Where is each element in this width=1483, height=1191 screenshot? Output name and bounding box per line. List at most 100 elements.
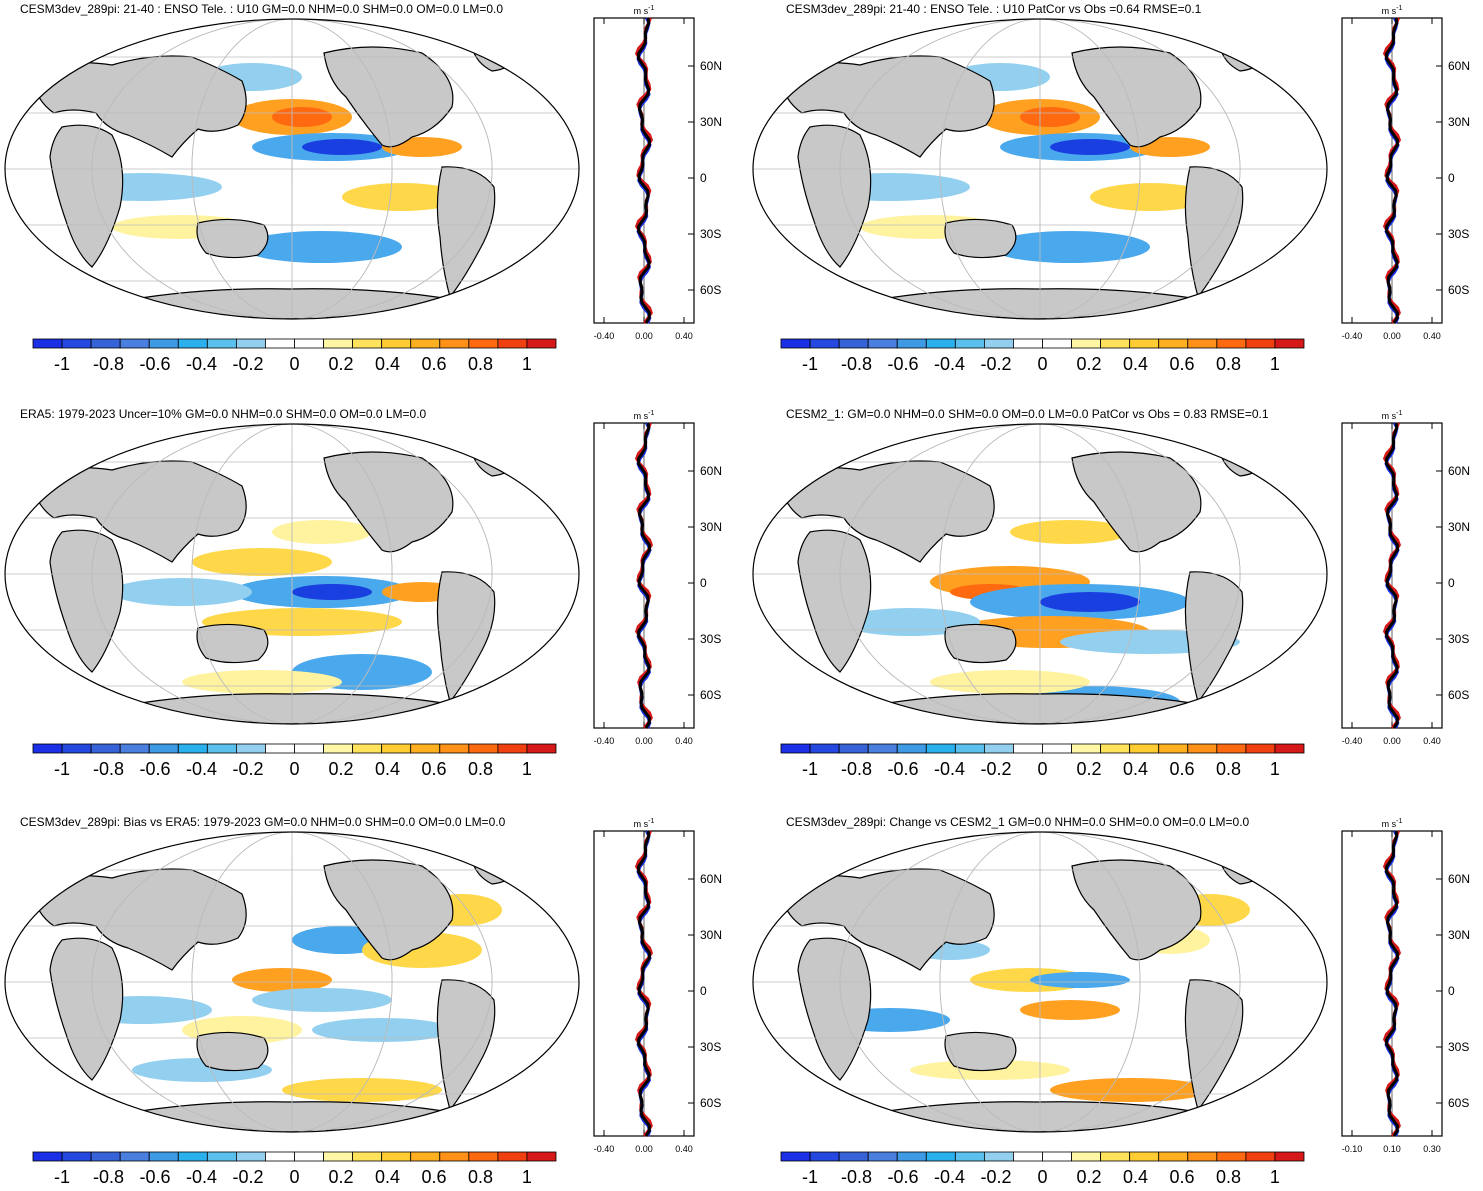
anomaly-patch (930, 670, 1090, 694)
colorbar-swatch (810, 339, 839, 348)
anomaly-patch (272, 520, 372, 544)
colorbar-label: 0 (289, 759, 299, 779)
colorbar-swatch (1188, 744, 1217, 753)
colorbar-label: 1 (1270, 759, 1280, 779)
colorbar-swatch (207, 339, 236, 348)
colorbar-swatch (781, 339, 810, 348)
latitude-label: 60S (700, 283, 721, 297)
colorbar-swatch (1101, 339, 1130, 348)
colorbar-swatch (440, 1152, 469, 1161)
colorbar-swatch (353, 339, 382, 348)
colorbar-label: 0.2 (328, 1167, 353, 1187)
colorbar-swatch (1043, 1152, 1072, 1161)
latitude-label: 30S (700, 632, 721, 646)
colorbar-swatch (955, 339, 984, 348)
colorbar-swatch (295, 339, 324, 348)
latitude-label: 30N (700, 115, 722, 129)
x-tick-label: 0.40 (1423, 736, 1441, 746)
colorbar-swatch (382, 744, 411, 753)
colorbar-swatch (1217, 339, 1246, 348)
anomaly-patch (252, 988, 392, 1012)
colorbar-swatch (926, 339, 955, 348)
colorbar-label: -0.6 (888, 1167, 919, 1187)
colorbar-swatch (149, 744, 178, 753)
colorbar-label: -0.4 (186, 1167, 217, 1187)
x-tick-label: 0.00 (635, 1144, 653, 1154)
colorbar-swatch (469, 339, 498, 348)
global-map (2, 422, 582, 727)
colorbar-swatch (984, 744, 1013, 753)
colorbar-swatch (897, 339, 926, 348)
x-tick-label: 0.40 (675, 736, 693, 746)
colorbar-swatch (33, 744, 62, 753)
latitude-label: 30N (1448, 520, 1470, 534)
colorbar-swatch (1275, 744, 1304, 753)
colorbar-swatch (33, 1152, 62, 1161)
latitude-label: 60S (1448, 688, 1469, 702)
latitude-label: 30S (700, 1040, 721, 1054)
panel-title: CESM3dev_289pi: Change vs CESM2_1 GM=0.0… (786, 815, 1249, 829)
units-superscript: -1 (648, 818, 654, 825)
latitude-label: 0 (1448, 576, 1455, 590)
colorbar-swatch (527, 339, 556, 348)
anomaly-patch (1030, 972, 1130, 988)
colorbar-swatch (984, 1152, 1013, 1161)
colorbar-swatch (324, 744, 353, 753)
colorbar-swatch (839, 339, 868, 348)
colorbar-swatch (1159, 1152, 1188, 1161)
latitude-label: 0 (700, 171, 707, 185)
colorbar-swatch (178, 339, 207, 348)
latitude-label: 30S (1448, 227, 1469, 241)
global-map (2, 17, 582, 322)
x-tick-label: 0.30 (1423, 1144, 1441, 1154)
colorbar-swatch (149, 1152, 178, 1161)
colorbar-label: 0 (1037, 1167, 1047, 1187)
colorbar-swatch (984, 339, 1013, 348)
colorbar-label: 0.4 (1123, 1167, 1148, 1187)
colorbar-swatch (781, 1152, 810, 1161)
colorbar-swatch (498, 744, 527, 753)
colorbar-label: 0 (1037, 759, 1047, 779)
colorbar-label: -0.2 (980, 759, 1011, 779)
colorbar-label: -0.4 (934, 759, 965, 779)
latitude-label: 60S (1448, 283, 1469, 297)
global-map (750, 830, 1330, 1135)
colorbar-swatch (382, 339, 411, 348)
colorbar-swatch (1072, 744, 1101, 753)
colorbar-label: 0.8 (1216, 354, 1241, 374)
colorbar-swatch (1217, 1152, 1246, 1161)
colorbar-label: 1 (522, 354, 532, 374)
colorbar-label: 0.8 (468, 354, 493, 374)
units-label: m s-1 (634, 410, 655, 421)
colorbar-swatch (353, 1152, 382, 1161)
units-label: m s-1 (634, 818, 655, 829)
colorbar-swatch (1130, 744, 1159, 753)
colorbar-label: 0.2 (1076, 354, 1101, 374)
units-label: m s-1 (1382, 5, 1403, 16)
colorbar-label: 0.2 (1076, 759, 1101, 779)
colorbar-label: -0.8 (93, 759, 124, 779)
colorbar-label: -0.4 (934, 1167, 965, 1187)
latitude-label: 0 (1448, 171, 1455, 185)
colorbar-swatch (120, 744, 149, 753)
colorbar-swatch (1188, 1152, 1217, 1161)
global-map (750, 422, 1330, 727)
colorbar-label: 0.6 (421, 354, 446, 374)
latitude-label: 30S (1448, 1040, 1469, 1054)
colorbar-swatch (411, 1152, 440, 1161)
anomaly-patch (1050, 1078, 1210, 1102)
colorbar-swatch (1275, 339, 1304, 348)
colorbar-label: 0 (289, 1167, 299, 1187)
units-label: m s-1 (1382, 818, 1403, 829)
x-tick-label: -0.40 (594, 1144, 615, 1154)
colorbar-label: 0.8 (1216, 1167, 1241, 1187)
colorbar-swatch (440, 339, 469, 348)
colorbar-swatch (469, 1152, 498, 1161)
colorbar-swatch (324, 339, 353, 348)
units-superscript: -1 (1396, 410, 1402, 417)
